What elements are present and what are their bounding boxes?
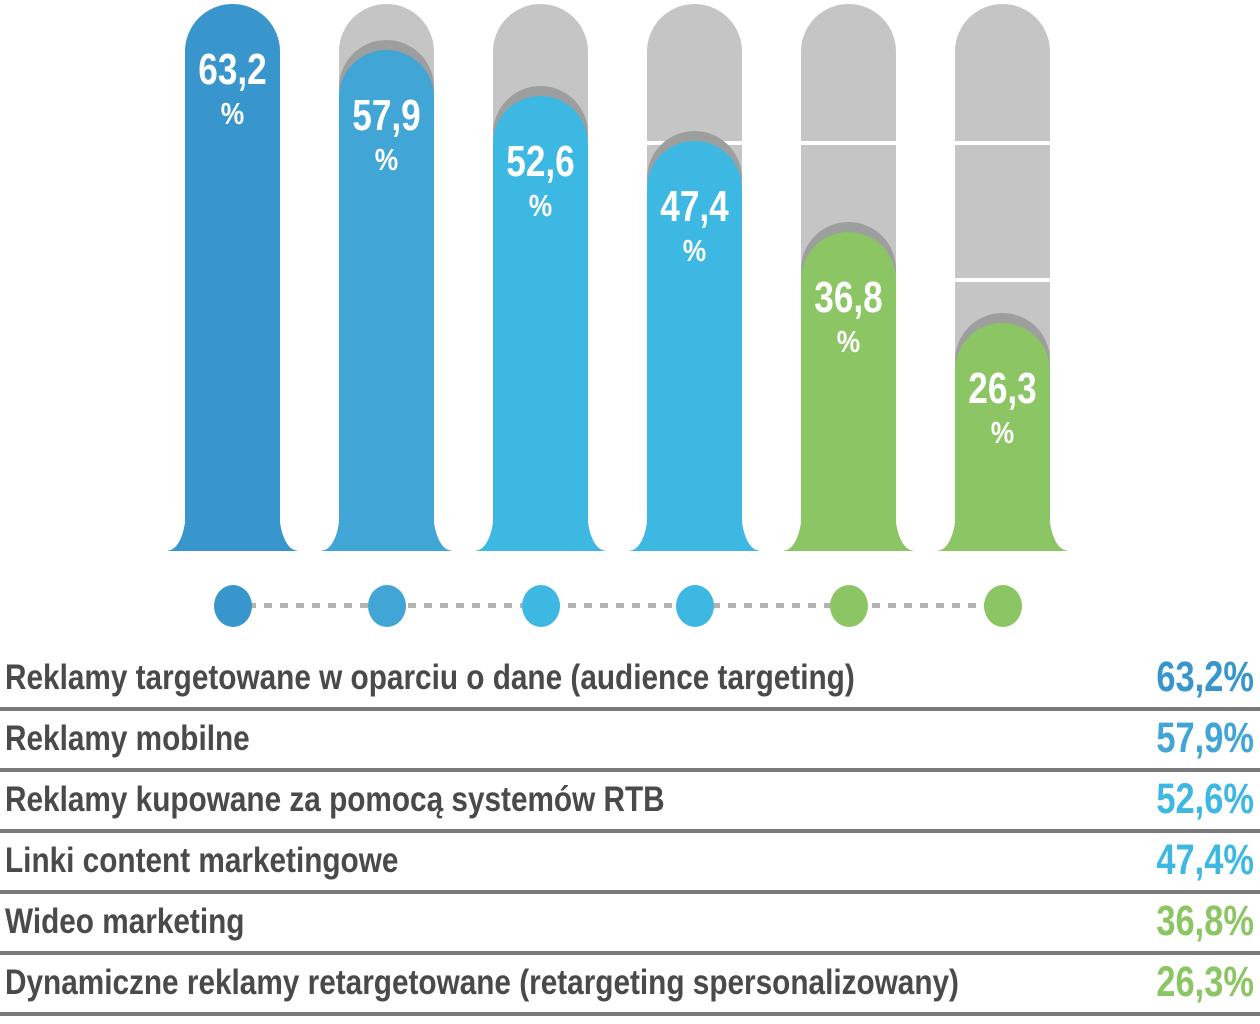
series-dot-4: [675, 585, 714, 627]
bar-4: 47,4%: [630, 4, 759, 551]
bar-value-percent-sign: %: [836, 324, 861, 359]
bar-fill: 52,6%: [476, 96, 605, 551]
bar-5: 36,8%: [784, 4, 913, 551]
bar-base-flare-left: [476, 511, 494, 551]
list-row-2: Reklamy mobilne 57,9%: [0, 711, 1260, 772]
track-segment-divider: [955, 278, 1050, 282]
bar-base-flare-right: [587, 511, 605, 551]
bar-base-flare-right: [433, 511, 451, 551]
row-value: 47,4%: [1156, 836, 1254, 884]
bar-value-label: 47,4%: [647, 182, 742, 268]
row-label: Wideo marketing: [5, 901, 245, 941]
row-value: 26,3%: [1156, 958, 1254, 1006]
list-row-3: Reklamy kupowane za pomocą systemów RTB 5…: [0, 772, 1260, 833]
bar-6: 26,3%: [938, 4, 1067, 551]
bar-value-percent-sign: %: [528, 188, 553, 223]
row-value: 52,6%: [1156, 775, 1254, 823]
bar-value-percent-sign: %: [374, 142, 399, 177]
bar-value-number: 63,2: [198, 45, 267, 94]
series-dot-3: [521, 585, 560, 627]
bar-value-number: 47,4: [660, 182, 729, 231]
bar-fill: 57,9%: [322, 50, 451, 551]
bar-fill: 47,4%: [630, 141, 759, 551]
series-dot-6: [983, 585, 1022, 627]
row-value: 63,2%: [1156, 653, 1254, 701]
bar-value-percent-sign: %: [220, 96, 245, 131]
bar-base-flare-right: [895, 511, 913, 551]
category-list: Reklamy targetowane w oparciu o dane (au…: [0, 650, 1260, 1016]
row-label: Reklamy targetowane w oparciu o dane (au…: [5, 657, 855, 697]
list-row-4: Linki content marketingowe 47,4%: [0, 833, 1260, 894]
dot-connector-line: [232, 603, 1002, 608]
row-label: Dynamiczne reklamy retargetowane (retarg…: [5, 962, 959, 1002]
list-row-6: Dynamiczne reklamy retargetowane (retarg…: [0, 955, 1260, 1016]
bar-base-flare-left: [168, 511, 186, 551]
list-row-1: Reklamy targetowane w oparciu o dane (au…: [0, 650, 1260, 711]
bar-fill: 63,2%: [168, 4, 297, 551]
bar-base-flare-right: [1049, 511, 1067, 551]
bar-base-flare-left: [938, 511, 956, 551]
row-label: Reklamy mobilne: [5, 718, 250, 758]
bar-2: 57,9%: [322, 4, 451, 551]
series-dot-5: [829, 585, 868, 627]
series-dot-2: [367, 585, 406, 627]
row-value: 36,8%: [1156, 897, 1254, 945]
series-dot-1: [213, 585, 252, 627]
bar-fill: 36,8%: [784, 232, 913, 551]
row-label: Linki content marketingowe: [5, 840, 399, 880]
bar-chart: 63,2% 57,9% 52,6% 47,4% 36,8% 26,3%: [168, 4, 1067, 627]
bar-base-flare-right: [741, 511, 759, 551]
bar-value-label: 52,6%: [493, 137, 588, 223]
bar-value-number: 26,3: [968, 364, 1037, 413]
bar-value-label: 57,9%: [339, 91, 434, 177]
bar-value-percent-sign: %: [682, 233, 707, 268]
bar-value-number: 36,8: [814, 273, 883, 322]
row-label: Reklamy kupowane za pomocą systemów RTB: [5, 779, 665, 819]
bar-value-percent-sign: %: [990, 415, 1015, 450]
row-value: 57,9%: [1156, 714, 1254, 762]
bar-value-label: 63,2%: [185, 45, 280, 131]
bar-value-number: 52,6: [506, 137, 575, 186]
bar-base-flare-left: [322, 511, 340, 551]
bar-1: 63,2%: [168, 4, 297, 551]
bar-value-label: 36,8%: [801, 273, 896, 359]
bar-value-label: 26,3%: [955, 364, 1050, 450]
bar-3: 52,6%: [476, 4, 605, 551]
bar-value-number: 57,9: [352, 91, 421, 140]
list-row-5: Wideo marketing 36,8%: [0, 894, 1260, 955]
bar-fill: 26,3%: [938, 323, 1067, 551]
bar-base-flare-left: [630, 511, 648, 551]
track-segment-divider: [955, 141, 1050, 145]
track-segment-divider: [801, 141, 896, 145]
bar-base-flare-right: [279, 511, 297, 551]
bar-base-flare-left: [784, 511, 802, 551]
